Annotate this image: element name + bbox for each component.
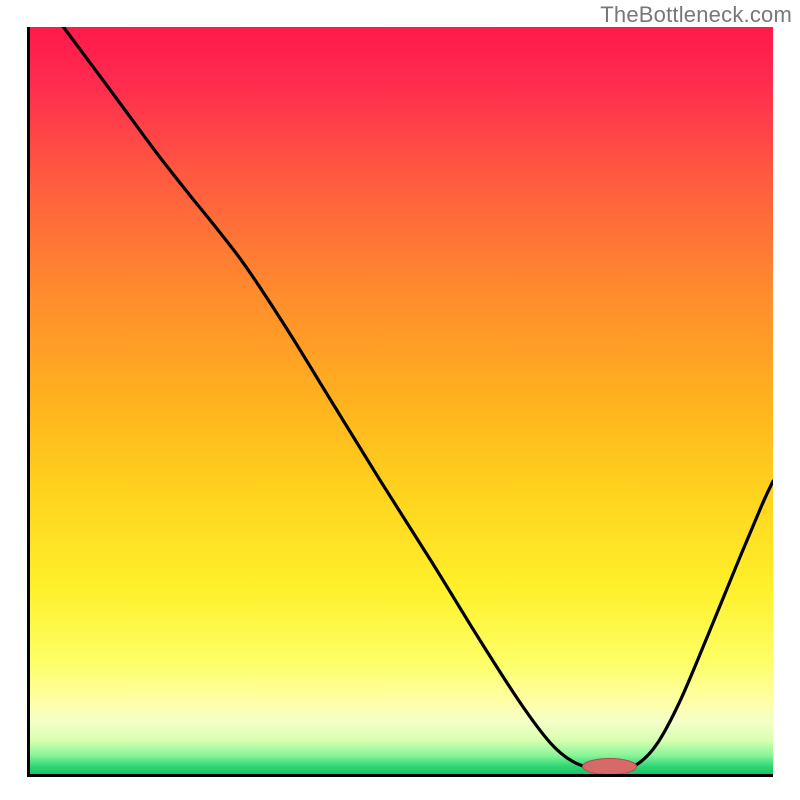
- bottleneck-marker: [30, 27, 773, 774]
- plot-area: [30, 27, 773, 774]
- watermark-text: TheBottleneck.com: [600, 2, 792, 28]
